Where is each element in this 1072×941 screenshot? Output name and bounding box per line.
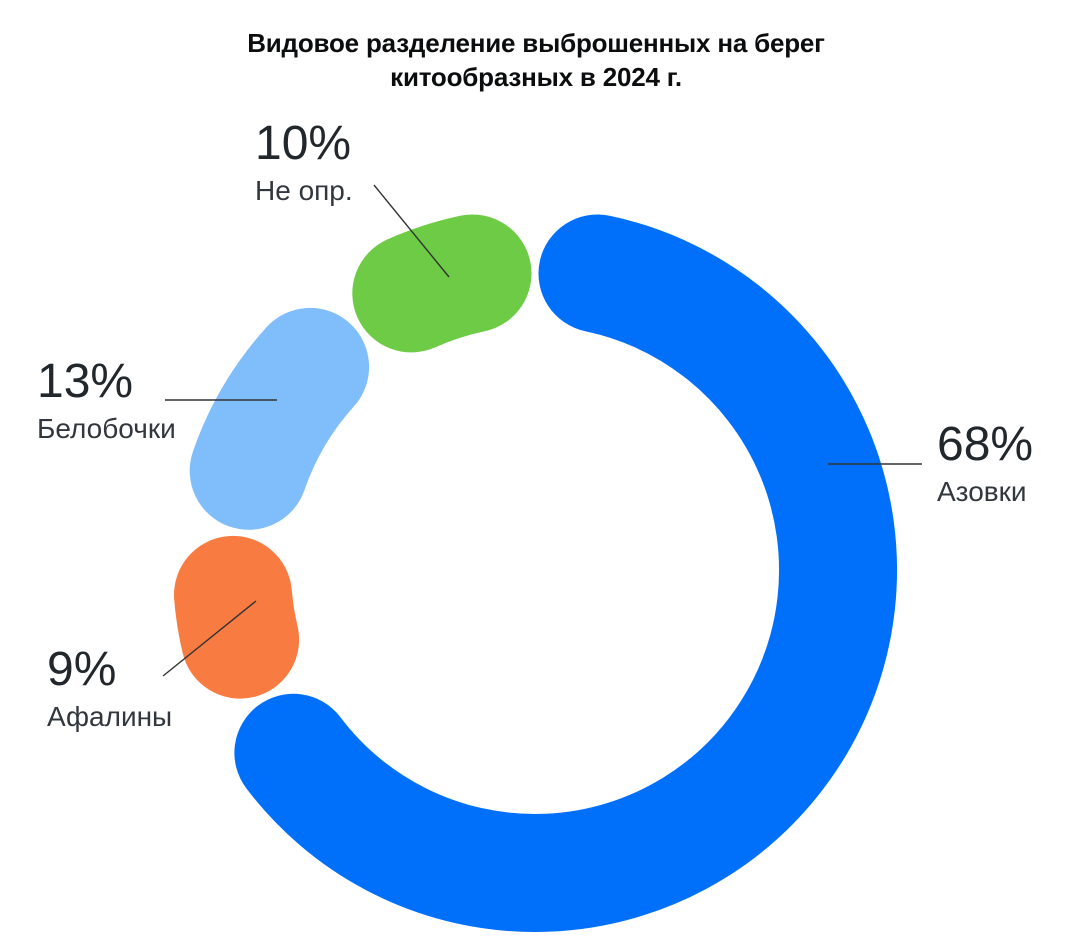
slice-percent-azovki: 68% <box>937 418 1034 471</box>
donut-segment-3 <box>352 214 532 353</box>
chart-title-line-2: китообразных в 2024 г. <box>390 62 682 93</box>
slice-name-ne-opr: Не опр. <box>255 175 353 206</box>
slice-name-afaliny: Афалины <box>47 701 173 732</box>
donut-segment-2 <box>189 307 370 530</box>
donut-segment-0 <box>234 214 897 932</box>
chart-title: Видовое разделение выброшенных на берег … <box>0 26 1072 95</box>
slice-label-ne-opr: 10% Не опр. <box>255 120 353 205</box>
slice-name-azovki: Азовки <box>937 476 1027 507</box>
slice-label-belobochki: 13% Белобочки <box>37 358 176 443</box>
slice-label-azovki: 68% Азовки <box>937 421 1033 506</box>
leader-lines <box>162 184 922 677</box>
slice-name-belobochki: Белобочки <box>37 413 176 444</box>
donut-segments <box>174 214 897 932</box>
chart-title-line-1: Видовое разделение выброшенных на берег <box>247 28 825 58</box>
leader-line-1 <box>162 600 257 677</box>
slice-percent-belobochki: 13% <box>37 355 134 408</box>
slice-label-afaliny: 9% Афалины <box>47 646 172 731</box>
leader-line-3 <box>373 184 450 278</box>
slice-percent-ne-opr: 10% <box>255 117 352 170</box>
slice-percent-afaliny: 9% <box>47 643 117 696</box>
